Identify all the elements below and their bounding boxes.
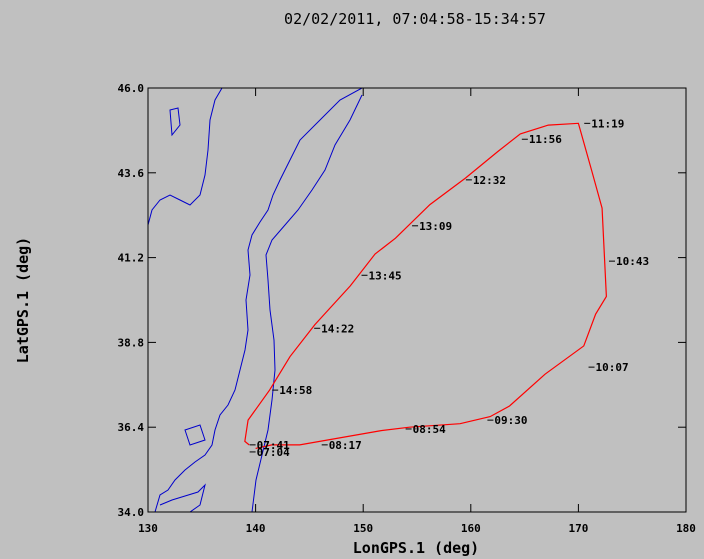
x-tick-label: 130 [138, 522, 158, 535]
time-label: 10:07 [596, 361, 629, 374]
time-label: 12:32 [473, 174, 506, 187]
x-axis-label: LonGPS.1 (deg) [353, 539, 479, 557]
plot-frame [147, 87, 687, 513]
y-tick-label: 43.6 [118, 167, 145, 180]
coastline [148, 88, 363, 512]
time-label: 13:09 [419, 220, 452, 233]
time-label: 07:04 [257, 446, 290, 459]
time-label: 11:19 [591, 117, 624, 130]
y-tick-label: 36.4 [118, 421, 145, 434]
y-axis-label: LatGPS.1 (deg) [14, 237, 32, 363]
time-label: 09:30 [494, 414, 527, 427]
time-label: 07:41 [257, 439, 290, 452]
y-tick-label: 41.2 [118, 252, 145, 265]
x-tick-label: 150 [353, 522, 373, 535]
x-tick-label: 180 [676, 522, 696, 535]
x-tick-label: 160 [461, 522, 481, 535]
time-label: 08:17 [329, 439, 362, 452]
flight-track [244, 122, 607, 449]
y-tick-label: 46.0 [118, 82, 145, 95]
y-tick-label: 38.8 [118, 336, 145, 349]
time-label: 14:22 [321, 322, 354, 335]
x-tick-label: 170 [568, 522, 588, 535]
time-label: 10:43 [616, 255, 649, 268]
time-label: 11:56 [529, 133, 562, 146]
time-label: 14:58 [279, 384, 312, 397]
chart-title: 02/02/2011, 07:04:58-15:34:57 [284, 10, 546, 28]
time-label: 13:45 [369, 269, 402, 282]
x-tick-label: 140 [246, 522, 266, 535]
time-label: 08:54 [413, 423, 446, 436]
y-tick-label: 34.0 [118, 506, 145, 519]
